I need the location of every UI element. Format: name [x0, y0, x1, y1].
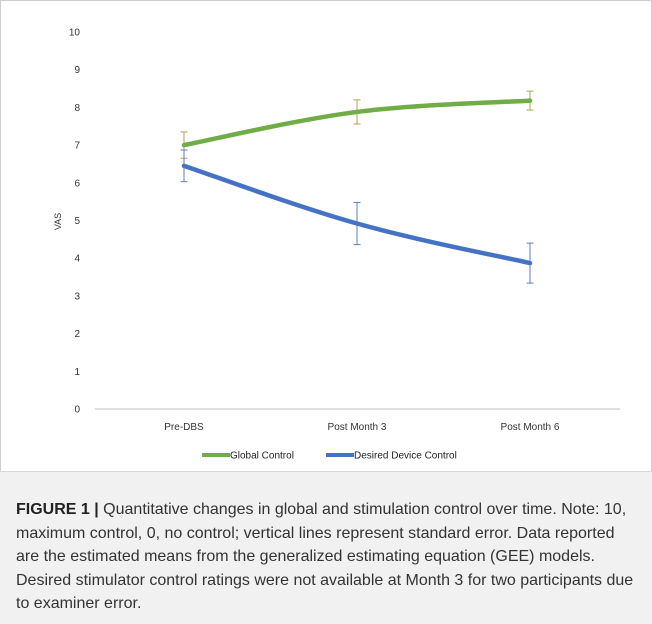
y-axis-title: VAS: [53, 213, 63, 230]
caption-box: [0, 471, 652, 624]
line-chart: 0 1 2 3 4 5 6 7 8 9 10 VAS Pre-DBS Post Month 3 Post…: [53, 28, 620, 462]
y-tick-label: 9: [74, 65, 80, 76]
caption-text: Quantitative changes in global and stimu…: [16, 501, 634, 612]
legend-label: Desired Device Control: [354, 451, 457, 462]
y-tick-label: 0: [74, 405, 80, 416]
series-2: [180, 149, 534, 284]
y-tick-label: 3: [74, 291, 80, 302]
legend: Global Control Desired Device Control: [202, 451, 457, 462]
x-tick-label: Post Month 6: [501, 422, 560, 433]
y-tick-label: 4: [74, 254, 80, 265]
legend-item: Global Control: [202, 451, 294, 462]
caption-separator: |: [89, 501, 104, 518]
y-axis-tick-labels: 0 1 2 3 4 5 6 7 8 9 10: [69, 28, 81, 416]
series-1: [180, 90, 534, 159]
y-tick-label: 6: [74, 178, 80, 189]
data-point: [355, 221, 359, 226]
x-tick-label: Post Month 3: [328, 422, 387, 433]
data-point: [528, 261, 532, 266]
data-point: [182, 143, 186, 148]
y-tick-label: 5: [74, 216, 80, 227]
y-tick-label: 7: [74, 141, 80, 152]
caption-label: FIGURE 1: [16, 501, 90, 518]
x-tick-label: Pre-DBS: [164, 422, 204, 433]
legend-label: Global Control: [230, 451, 294, 462]
series-layer: [180, 90, 534, 284]
data-point: [528, 98, 532, 103]
legend-item: Desired Device Control: [326, 451, 457, 462]
y-tick-label: 8: [74, 103, 80, 114]
data-point: [182, 163, 186, 168]
x-axis-tick-labels: Pre-DBS Post Month 3 Post Month 6: [164, 422, 560, 433]
data-point: [355, 109, 359, 114]
y-tick-label: 10: [69, 28, 81, 39]
y-tick-label: 1: [74, 367, 80, 378]
y-tick-label: 2: [74, 329, 80, 340]
figure-caption: FIGURE 1 | Quantitative changes in globa…: [16, 498, 641, 616]
